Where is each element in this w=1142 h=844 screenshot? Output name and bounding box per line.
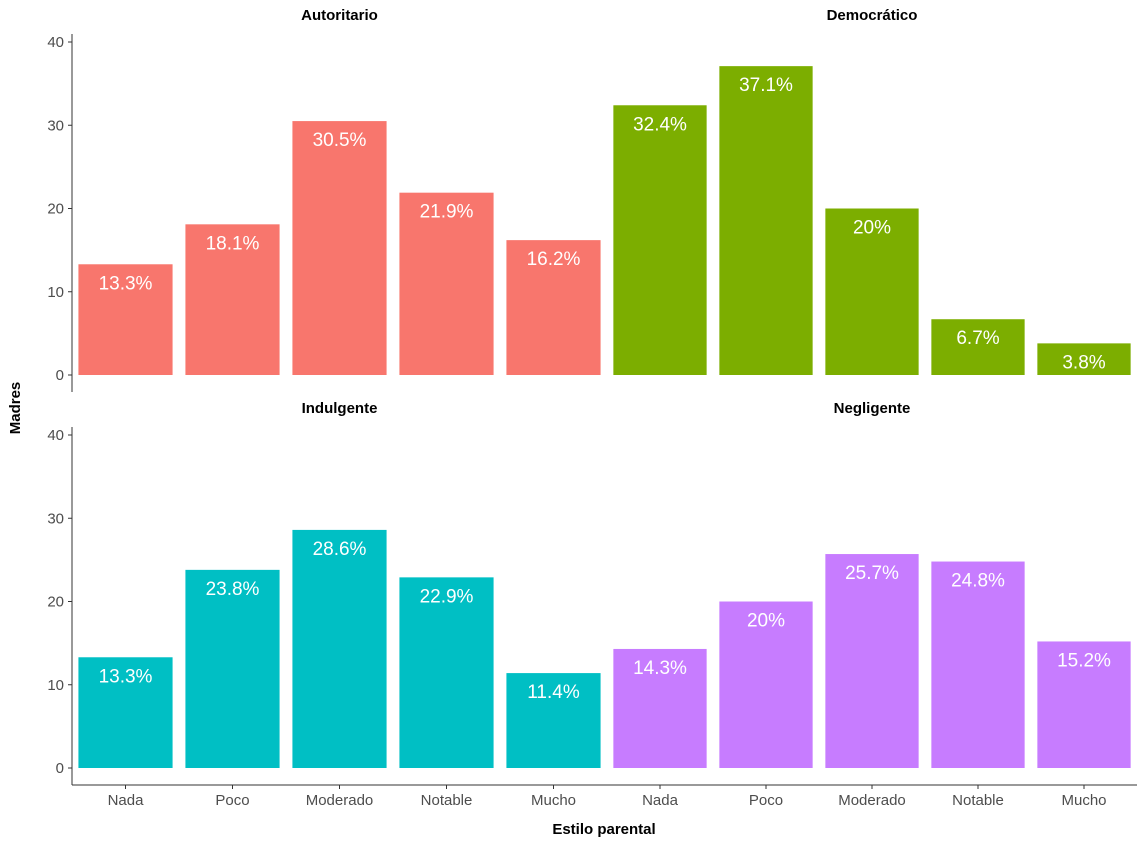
bar-mucho bbox=[506, 673, 601, 768]
y-tick-label: 40 bbox=[47, 34, 64, 51]
bar-data-label: 37.1% bbox=[739, 75, 793, 96]
bar-data-label: 6.7% bbox=[956, 328, 999, 349]
bar-data-label: 21.9% bbox=[420, 202, 474, 223]
bar-data-label: 23.8% bbox=[206, 579, 260, 600]
bar-notable bbox=[399, 577, 494, 768]
x-tick-label: Notable bbox=[952, 792, 1004, 809]
x-axis-title: Estilo parental bbox=[552, 821, 655, 838]
bar-poco bbox=[719, 66, 813, 375]
facet-title: Indulgente bbox=[302, 400, 378, 417]
x-tick-label: Moderado bbox=[306, 792, 374, 809]
facet-title: Negligente bbox=[834, 400, 911, 417]
bar-moderado bbox=[292, 121, 387, 376]
bar-data-label: 3.8% bbox=[1062, 352, 1105, 373]
x-tick-label: Moderado bbox=[838, 792, 906, 809]
bar-poco bbox=[185, 224, 280, 375]
y-tick-label: 0 bbox=[56, 367, 64, 384]
bar-notable bbox=[931, 319, 1025, 375]
bar-notable bbox=[399, 192, 494, 375]
bar-data-label: 20% bbox=[853, 218, 891, 239]
y-tick-label: 20 bbox=[47, 594, 64, 611]
facet-panels: Autoritario 13.3% 18.1% 30.5% 21.9% 16.2% 0 10 2… bbox=[47, 7, 1137, 809]
bar-notable bbox=[931, 561, 1025, 768]
bar-nada bbox=[78, 657, 173, 768]
y-tick-label: 10 bbox=[47, 677, 64, 694]
bar-nada bbox=[613, 105, 707, 376]
x-tick-label: Mucho bbox=[531, 792, 576, 809]
x-tick-label: Nada bbox=[108, 792, 145, 809]
bar-data-label: 30.5% bbox=[313, 130, 367, 151]
y-tick-label: 30 bbox=[47, 510, 64, 527]
bar-mucho bbox=[1037, 343, 1131, 375]
bar-nada bbox=[613, 648, 707, 768]
bar-data-label: 11.4% bbox=[527, 682, 580, 703]
bar-poco bbox=[185, 569, 280, 768]
bar-poco bbox=[719, 601, 813, 768]
y-axis-title: Madres bbox=[7, 382, 24, 435]
bar-data-label: 32.4% bbox=[633, 114, 687, 135]
y-tick-label: 30 bbox=[47, 117, 64, 134]
bar-data-label: 25.7% bbox=[845, 563, 899, 584]
bar-moderado bbox=[825, 208, 919, 375]
y-tick-label: 10 bbox=[47, 284, 64, 301]
facet-indulgente: Indulgente 13.3% 23.8% 28.6% 22.9% 11.4% 0 10 20… bbox=[47, 400, 607, 809]
facet-democratico: Democrático 32.4% 37.1% 20% 6.7% 3.8% bbox=[613, 7, 1131, 376]
facet-title: Democrático bbox=[827, 7, 918, 24]
y-tick-label: 20 bbox=[47, 201, 64, 218]
bar-data-label: 14.3% bbox=[633, 658, 687, 679]
x-tick-label: Mucho bbox=[1061, 792, 1106, 809]
bar-data-label: 22.9% bbox=[420, 586, 474, 607]
bar-data-label: 13.3% bbox=[99, 273, 153, 294]
bar-moderado bbox=[292, 529, 387, 768]
bar-data-label: 28.6% bbox=[313, 539, 367, 560]
y-tick-label: 40 bbox=[47, 427, 64, 444]
facet-title: Autoritario bbox=[301, 7, 378, 24]
bar-data-label: 24.8% bbox=[951, 571, 1005, 592]
bar-mucho bbox=[1037, 641, 1131, 768]
bar-data-label: 16.2% bbox=[527, 249, 581, 270]
y-tick-label: 0 bbox=[56, 760, 64, 777]
bar-data-label: 13.3% bbox=[99, 666, 153, 687]
x-tick-label: Notable bbox=[421, 792, 473, 809]
x-tick-label: Poco bbox=[749, 792, 783, 809]
bar-data-label: 20% bbox=[747, 611, 785, 632]
bar-data-label: 18.1% bbox=[206, 233, 260, 254]
bar-moderado bbox=[825, 554, 919, 768]
bar-mucho bbox=[506, 240, 601, 375]
x-tick-label: Poco bbox=[215, 792, 249, 809]
facet-autoritario: Autoritario 13.3% 18.1% 30.5% 21.9% 16.2% 0 10 2… bbox=[47, 7, 601, 392]
facet-negligente: Negligente 14.3% 20% 25.7% 24.8% 15.2% Nada Poc… bbox=[607, 400, 1137, 809]
bar-nada bbox=[78, 264, 173, 375]
bar-data-label: 15.2% bbox=[1057, 650, 1111, 671]
x-tick-label: Nada bbox=[642, 792, 679, 809]
